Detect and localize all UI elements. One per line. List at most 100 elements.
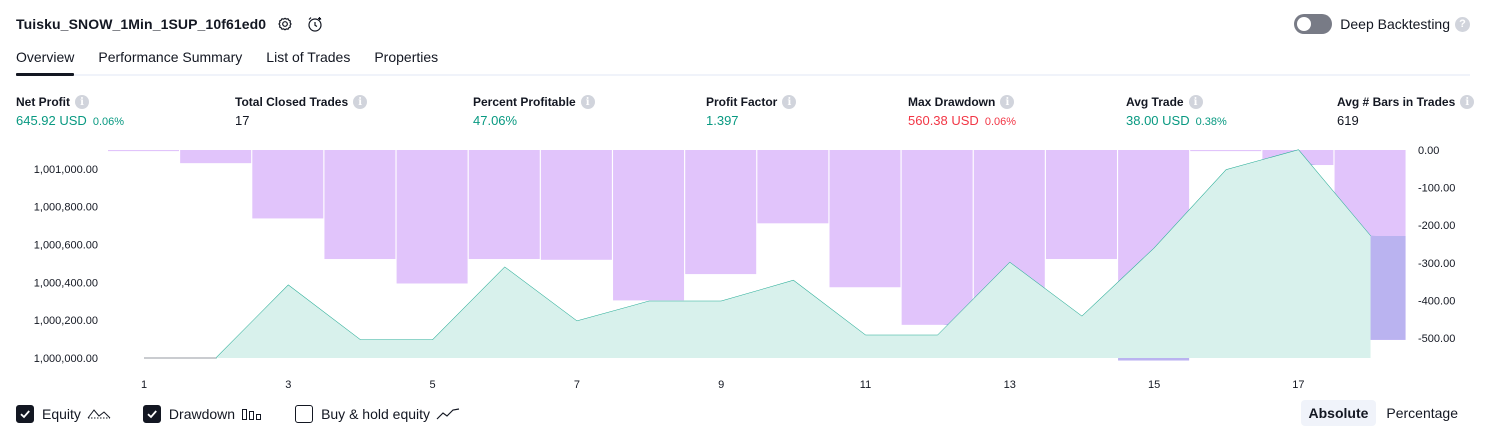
help-icon[interactable]: ? xyxy=(1455,16,1470,32)
info-icon[interactable]: i xyxy=(1188,95,1203,109)
legend-drawdown[interactable]: Drawdown xyxy=(142,405,263,423)
drawdown-bar xyxy=(613,150,685,301)
drawdown-bar xyxy=(757,150,829,224)
right-axis-tick: -500.00 xyxy=(1418,333,1455,345)
info-icon[interactable]: i xyxy=(782,95,797,109)
drawdown-bar xyxy=(901,150,973,325)
drawdown-bar xyxy=(324,150,396,260)
metric-percent: 0.06% xyxy=(984,116,1017,128)
tab-list-of-trades[interactable]: List of Trades xyxy=(266,49,351,65)
info-icon[interactable]: i xyxy=(1000,95,1015,109)
tab-properties[interactable]: Properties xyxy=(374,49,439,65)
absolute-button[interactable]: Absolute xyxy=(1300,400,1377,426)
deep-backtesting-label: Deep Backtesting xyxy=(1340,16,1450,32)
x-axis-tick: 5 xyxy=(430,379,436,391)
left-axis-tick: 1,001,000.00 xyxy=(34,164,98,176)
toggle-knob xyxy=(1297,17,1312,31)
metric-label: Percent Profitable xyxy=(473,95,576,109)
legend-buy-hold[interactable]: Buy & hold equity xyxy=(295,405,460,423)
right-axis-tick: -300.00 xyxy=(1418,258,1455,270)
drawdown-bar xyxy=(1190,150,1262,152)
drawdown-bar xyxy=(252,150,324,219)
chart-legend: Equity Drawdown Buy & hold equity xyxy=(16,402,492,426)
equity-line-icon xyxy=(87,407,111,421)
legend-buy-hold-label: Buy & hold equity xyxy=(321,406,431,422)
x-axis-tick: 15 xyxy=(1148,379,1160,391)
scale-toggle: Absolute Percentage xyxy=(1299,400,1467,426)
buy-hold-checkbox[interactable] xyxy=(295,405,314,423)
x-axis-tick: 7 xyxy=(574,379,580,391)
metric-percent: 0.06% xyxy=(92,116,125,128)
left-axis-tick: 1,000,400.00 xyxy=(34,277,98,289)
metric-profit-factor: Profit Factor i 1.397 xyxy=(706,94,797,131)
drawdown-bar xyxy=(108,150,179,152)
x-axis-tick: 9 xyxy=(718,379,724,391)
equity-drawdown-chart[interactable]: 1,000,000.00 1,000,200.00 1,000,400.00 1,00… xyxy=(0,138,1486,394)
x-axis-tick: 3 xyxy=(285,379,291,391)
metric-label: Total Closed Trades xyxy=(235,95,349,109)
equity-area xyxy=(144,150,1371,358)
tab-overview[interactable]: Overview xyxy=(16,46,75,76)
metric-percent: 0.38% xyxy=(1195,116,1227,128)
metric-label: Profit Factor xyxy=(706,95,778,109)
metric-total-closed-trades: Total Closed Trades i 17 xyxy=(235,94,368,131)
drawdown-bar xyxy=(180,150,252,164)
tab-bar: Overview Performance Summary List of Tra… xyxy=(16,46,1470,76)
metric-value: 560.38 USD xyxy=(908,113,979,128)
info-icon[interactable]: i xyxy=(580,95,595,109)
drawdown-bar xyxy=(685,150,757,275)
drawdown-bar xyxy=(1045,150,1117,260)
deep-backtesting-toggle[interactable] xyxy=(1294,14,1333,34)
info-icon[interactable]: i xyxy=(353,95,368,109)
metric-value: 619 xyxy=(1337,113,1359,128)
x-axis-tick: 1 xyxy=(141,379,147,391)
settings-gear-icon[interactable] xyxy=(274,13,296,35)
tab-performance-summary[interactable]: Performance Summary xyxy=(98,49,243,65)
drawdown-checkbox[interactable] xyxy=(142,405,161,423)
metric-label: Avg # Bars in Trades xyxy=(1337,95,1456,109)
left-axis-tick: 1,000,200.00 xyxy=(34,315,98,327)
alert-clock-icon[interactable] xyxy=(304,13,326,35)
metric-max-drawdown: Max Drawdown i 560.38 USD 0.06% xyxy=(908,94,1016,131)
metric-label: Max Drawdown xyxy=(908,95,996,109)
right-axis-tick: -100.00 xyxy=(1418,183,1455,195)
metric-net-profit: Net Profit i 645.92 USD 0.06% xyxy=(16,94,124,131)
x-axis-tick: 13 xyxy=(1004,379,1016,391)
buy-hold-line-icon xyxy=(436,407,460,421)
equity-series xyxy=(144,150,1371,359)
right-axis-tick: 0.00 xyxy=(1418,145,1439,157)
metric-label: Avg Trade xyxy=(1126,95,1184,109)
drawdown-bar xyxy=(540,150,612,260)
percentage-button[interactable]: Percentage xyxy=(1386,405,1458,421)
drawdown-bar xyxy=(468,150,540,260)
deep-backtesting: Deep Backtesting ? xyxy=(1294,12,1470,36)
strategy-header: Tuisku_SNOW_1Min_1SUP_10f61ed0 xyxy=(16,12,326,36)
strategy-title: Tuisku_SNOW_1Min_1SUP_10f61ed0 xyxy=(16,16,267,32)
metric-value: 47.06% xyxy=(473,113,518,128)
legend-equity[interactable]: Equity xyxy=(16,405,111,423)
metric-value: 1.397 xyxy=(706,113,739,128)
chart-axes: 1,000,000.00 1,000,200.00 1,000,400.00 1,00… xyxy=(34,145,1456,391)
metric-value: 17 xyxy=(235,113,250,128)
right-axis-tick: -400.00 xyxy=(1418,295,1455,307)
metric-label: Net Profit xyxy=(16,95,70,109)
drawdown-bar xyxy=(829,150,901,288)
legend-equity-label: Equity xyxy=(42,406,81,422)
x-axis-tick: 11 xyxy=(860,379,871,391)
metric-value: 38.00 USD xyxy=(1126,113,1190,128)
left-axis-tick: 1,000,000.00 xyxy=(34,353,98,365)
info-icon[interactable]: i xyxy=(75,95,89,109)
left-axis-tick: 1,000,800.00 xyxy=(34,202,98,214)
legend-drawdown-label: Drawdown xyxy=(168,406,236,422)
info-icon[interactable]: i xyxy=(1460,95,1475,109)
x-axis-tick: 17 xyxy=(1292,379,1304,391)
drawdown-bar xyxy=(396,150,468,284)
metric-avg-trade: Avg Trade i 38.00 USD 0.38% xyxy=(1126,94,1227,131)
left-axis-tick: 1,000,600.00 xyxy=(34,240,98,252)
drawdown-bars-icon xyxy=(241,407,263,421)
equity-checkbox[interactable] xyxy=(16,405,34,423)
right-axis-tick: -200.00 xyxy=(1418,220,1455,232)
metric-percent-profitable: Percent Profitable i 47.06% xyxy=(473,94,595,131)
metric-value: 645.92 USD xyxy=(16,113,87,128)
metric-avg-bars: Avg # Bars in Trades i 619 xyxy=(1337,94,1475,131)
